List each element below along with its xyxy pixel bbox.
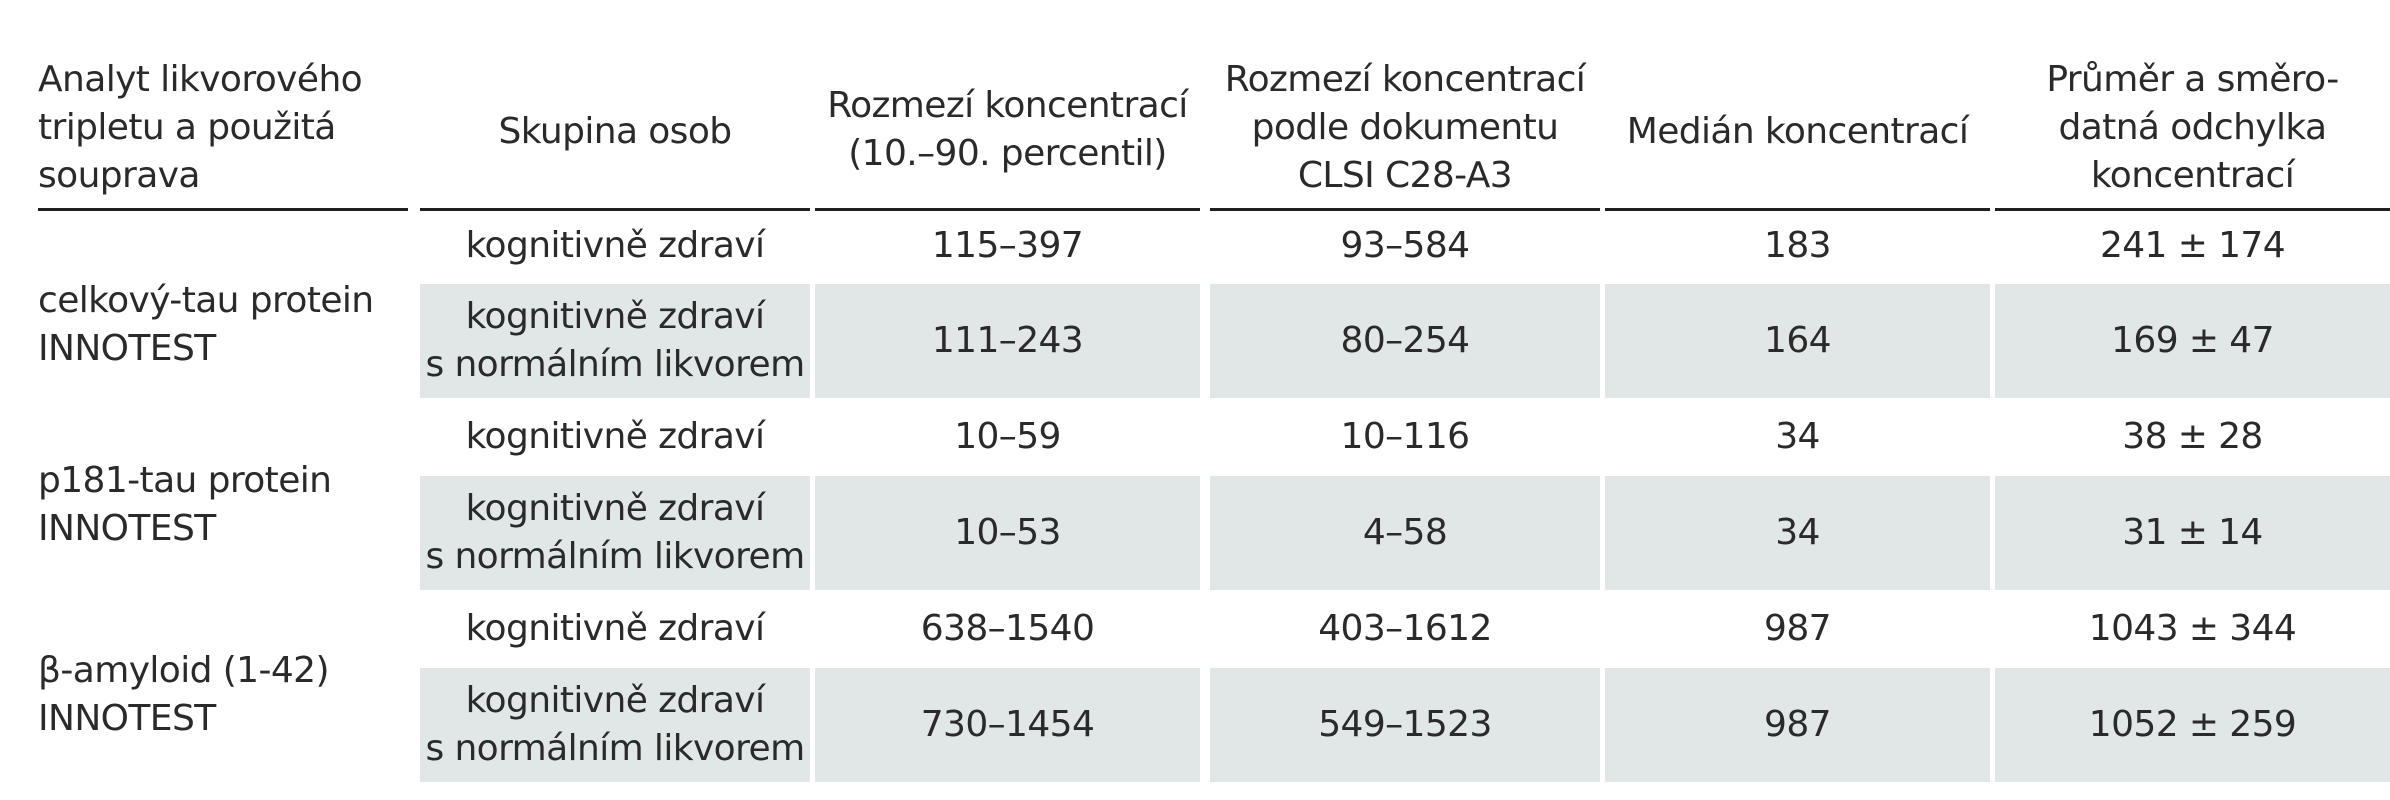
group-cell: kognitivně zdraví — [465, 608, 765, 649]
range-cell: 730–1454 — [815, 668, 1200, 782]
header-rule — [1995, 208, 2390, 211]
mean-sd-cell: 1043 ± 344 — [2088, 608, 2297, 649]
median-cell: 987 — [1605, 668, 1990, 782]
median-cell: 987 — [1764, 608, 1832, 649]
group-cell: kognitivně zdraví s normálním likvorem — [420, 668, 810, 782]
analyte-label: celkový-tau protein INNOTEST — [38, 280, 374, 369]
clsi-cell: 403–1612 — [1318, 608, 1492, 649]
range-cell: 638–1540 — [920, 608, 1095, 649]
header-rule — [38, 208, 408, 211]
median-cell: 183 — [1764, 225, 1832, 266]
header-clsi: Rozmezí koncentrací podle dokumentu CLSI… — [1224, 59, 1586, 196]
header-rule — [420, 208, 810, 211]
range-cell: 115–397 — [931, 225, 1084, 266]
header-group: Skupina osob — [498, 111, 732, 152]
header-median: Medián koncentrací — [1626, 111, 1969, 152]
analyte-label: β-amyloid (1-42) INNOTEST — [38, 650, 330, 739]
group-cell: kognitivně zdraví s normálním likvorem — [420, 284, 810, 398]
header-rule — [815, 208, 1200, 211]
median-cell: 164 — [1605, 284, 1990, 398]
clsi-cell: 4–58 — [1210, 476, 1600, 590]
group-cell: kognitivně zdraví — [465, 416, 765, 457]
clsi-cell: 10–116 — [1340, 416, 1471, 457]
header-range: Rozmezí koncentrací (10.–90. percentil) — [827, 85, 1188, 174]
range-cell: 111–243 — [815, 284, 1200, 398]
header-analyte: Analyt likvorového tripletu a použitá so… — [38, 59, 363, 196]
mean-sd-cell: 38 ± 28 — [2122, 416, 2263, 457]
mean-sd-cell: 31 ± 14 — [1995, 476, 2390, 590]
clsi-cell: 93–584 — [1340, 225, 1471, 266]
median-cell: 34 — [1605, 476, 1990, 590]
header-mean-sd: Průměr a směro- datná odchylka koncentra… — [2046, 59, 2339, 196]
header-rule — [1210, 208, 1600, 211]
clsi-cell: 80–254 — [1210, 284, 1600, 398]
mean-sd-cell: 241 ± 174 — [2099, 225, 2286, 266]
header-rule — [1605, 208, 1990, 211]
clsi-cell: 549–1523 — [1210, 668, 1600, 782]
mean-sd-cell: 169 ± 47 — [1995, 284, 2390, 398]
mean-sd-cell: 1052 ± 259 — [1995, 668, 2390, 782]
median-cell: 34 — [1775, 416, 1820, 457]
analyte-label: p181-tau protein INNOTEST — [38, 460, 332, 549]
group-cell: kognitivně zdraví s normálním likvorem — [420, 476, 810, 590]
range-cell: 10–53 — [815, 476, 1200, 590]
group-cell: kognitivně zdraví — [465, 225, 765, 266]
range-cell: 10–59 — [954, 416, 1061, 457]
